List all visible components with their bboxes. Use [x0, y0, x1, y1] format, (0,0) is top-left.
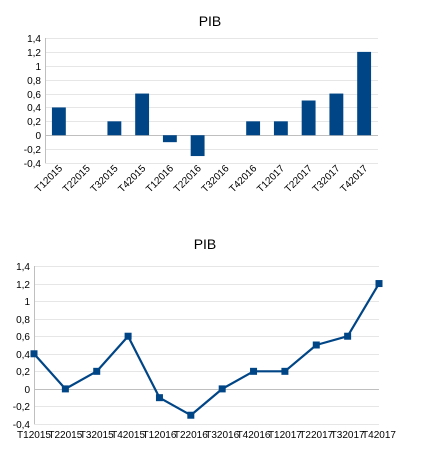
data-point	[93, 367, 101, 375]
data-point	[187, 411, 195, 419]
y-tick-label: 1,4	[27, 34, 41, 45]
bar	[301, 100, 316, 136]
y-tick-label: 1,2	[27, 48, 41, 59]
bar	[190, 135, 205, 157]
x-tick-label: T32017	[331, 430, 365, 441]
chart-title: PIB	[194, 236, 217, 252]
data-point	[281, 367, 289, 375]
x-tick-label: T32016	[200, 163, 232, 195]
y-tick-label: 1,4	[16, 262, 30, 273]
x-tick-label: T42015	[116, 163, 148, 195]
x-tick-label: T32015	[89, 163, 121, 195]
bar	[135, 93, 150, 136]
line-chart-svg: PIB-0,4-0,200,20,40,60,811,21,4T12015T22…	[13, 236, 397, 441]
x-tick-label: T42016	[237, 430, 271, 441]
y-tick-label: 1,2	[16, 280, 30, 291]
bar	[357, 51, 372, 136]
x-tick-label: T22016	[174, 430, 208, 441]
y-tick-label: 0,6	[16, 332, 30, 343]
bar	[51, 107, 66, 136]
data-point	[155, 394, 163, 402]
x-tick-label: T22015	[48, 430, 82, 441]
y-tick-label: 1	[24, 297, 30, 308]
y-tick-label: 0,4	[27, 103, 41, 114]
data-point	[344, 332, 352, 340]
x-tick-label: T32015	[80, 430, 114, 441]
y-tick-label: -0,4	[13, 420, 31, 431]
bar-chart-svg: PIB-0,4-0,200,20,40,60,811,21,4T12015T22…	[24, 13, 378, 195]
data-point	[124, 332, 132, 340]
y-tick-label: 0	[35, 131, 41, 142]
x-tick-label: T42016	[227, 163, 259, 195]
x-tick-label: T12016	[142, 430, 176, 441]
y-tick-label: 0,8	[27, 76, 41, 87]
bar	[162, 135, 177, 143]
y-tick-label: 0,8	[16, 315, 30, 326]
x-tick-label: T32017	[311, 163, 343, 195]
data-point	[312, 341, 320, 349]
y-tick-label: -0,2	[13, 402, 31, 413]
y-tick-label: 0,4	[16, 350, 30, 361]
x-tick-label: T42017	[338, 163, 370, 195]
y-tick-label: 0,2	[16, 367, 30, 378]
y-tick-label: -0,2	[24, 145, 42, 156]
data-point	[375, 280, 383, 288]
x-tick-label: T12016	[144, 163, 176, 195]
x-tick-label: T12017	[255, 163, 287, 195]
series-line	[33, 282, 380, 417]
data-point	[218, 385, 226, 393]
chart-title: PIB	[199, 13, 222, 29]
x-tick-label: T12015	[17, 430, 51, 441]
bar	[107, 121, 122, 136]
x-tick-label: T32016	[205, 430, 239, 441]
x-tick-label: T22016	[172, 163, 204, 195]
line-chart: PIB -0,4 -0,2 0 0,2 0,4 0,6 0,8 1 1,2 1,4 T12015 T22…	[0, 230, 421, 462]
x-tick-label: T22015	[61, 163, 93, 195]
bar	[273, 121, 288, 136]
bar-chart: PIB -0,4 -0,2 0 0,2 0,4 0,6 0,8 1 1,2 1,4 T12015 T22…	[0, 0, 421, 225]
y-tick-label: 0,2	[27, 117, 41, 128]
x-tick-label: T22017	[299, 430, 333, 441]
y-tick-label: -0,4	[24, 159, 42, 170]
data-point	[250, 367, 258, 375]
data-point	[30, 350, 38, 358]
x-tick-label: T22017	[283, 163, 315, 195]
y-tick-label: 0	[24, 385, 30, 396]
bar	[246, 121, 261, 136]
x-tick-label: T42017	[362, 430, 396, 441]
data-point	[61, 385, 69, 393]
y-tick-label: 0,6	[27, 90, 41, 101]
x-tick-label: T12017	[268, 430, 302, 441]
bar	[329, 93, 344, 136]
y-tick-label: 1	[35, 62, 41, 73]
x-tick-label: T42015	[111, 430, 145, 441]
